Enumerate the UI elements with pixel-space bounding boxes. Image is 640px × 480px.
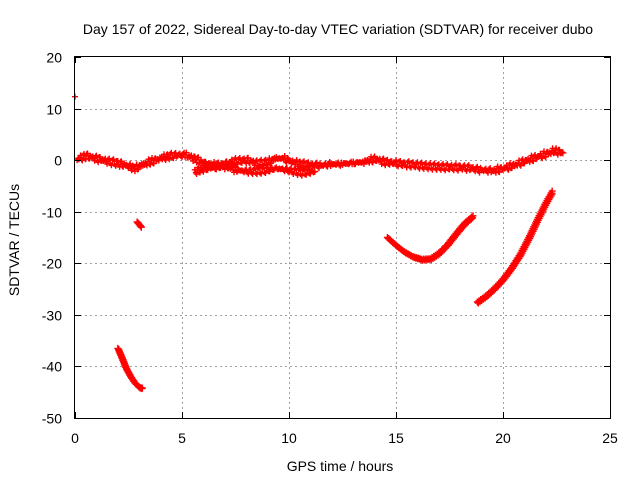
data-point bbox=[310, 169, 317, 176]
y-axis-title: SDTVAR / TECUs bbox=[6, 184, 22, 296]
data-point bbox=[442, 167, 449, 174]
data-point bbox=[301, 158, 307, 165]
data-point bbox=[200, 168, 207, 175]
data-point bbox=[295, 166, 302, 173]
x-tick-label: 15 bbox=[388, 430, 404, 446]
data-point bbox=[548, 187, 556, 195]
x-axis-title: GPS time / hours bbox=[287, 458, 394, 474]
data-layer bbox=[72, 93, 567, 393]
series-main-band bbox=[74, 145, 567, 176]
data-point bbox=[305, 166, 312, 173]
data-point bbox=[109, 157, 116, 164]
data-point bbox=[469, 212, 477, 220]
chart-title: Day 157 of 2022, Sidereal Day-to-day VTE… bbox=[83, 21, 593, 37]
data-point bbox=[431, 160, 438, 167]
data-point bbox=[452, 161, 459, 168]
x-tick-label: 10 bbox=[281, 430, 297, 446]
data-point bbox=[262, 156, 269, 163]
data-point bbox=[305, 159, 312, 166]
data-point bbox=[202, 158, 209, 165]
x-tick-label: 5 bbox=[178, 430, 186, 446]
y-tick-label: 10 bbox=[46, 102, 62, 118]
y-tick-label: -30 bbox=[42, 308, 62, 324]
data-point bbox=[298, 172, 305, 179]
series-arc-mid bbox=[383, 212, 477, 264]
data-point bbox=[369, 158, 375, 165]
y-tick-label: 0 bbox=[54, 153, 62, 169]
data-point bbox=[170, 155, 177, 162]
data-point bbox=[464, 163, 471, 170]
data-point bbox=[418, 159, 425, 166]
data-point bbox=[397, 158, 404, 164]
y-tick-label: -40 bbox=[42, 359, 62, 375]
data-point bbox=[188, 152, 195, 159]
data-point bbox=[313, 159, 320, 166]
data-point bbox=[303, 171, 310, 178]
y-tick-label: 20 bbox=[46, 50, 62, 66]
data-point bbox=[405, 158, 412, 165]
data-point bbox=[266, 168, 273, 175]
tick-layer: 0 5 10 15 20 25 -50 -40 -30 -20 -10 0 10 20 bbox=[42, 50, 618, 447]
data-point bbox=[559, 149, 567, 157]
data-point bbox=[137, 223, 145, 231]
data-point bbox=[443, 162, 450, 169]
data-point bbox=[138, 384, 146, 392]
data-point bbox=[136, 222, 144, 230]
x-tick-label: 20 bbox=[495, 430, 511, 446]
x-tick-label: 25 bbox=[602, 430, 618, 446]
data-point bbox=[143, 162, 150, 169]
series-arc-low bbox=[114, 344, 146, 393]
series-arc-early bbox=[133, 218, 145, 231]
data-point bbox=[213, 166, 220, 173]
y-tick-label: -10 bbox=[42, 205, 62, 221]
data-point bbox=[399, 163, 406, 169]
data-point bbox=[307, 170, 314, 177]
data-point bbox=[219, 162, 226, 169]
y-tick-label: -20 bbox=[42, 256, 62, 272]
data-point bbox=[474, 163, 481, 170]
data-point bbox=[465, 162, 472, 169]
series-lower-branch bbox=[191, 161, 319, 179]
data-point bbox=[110, 156, 117, 163]
data-point bbox=[532, 152, 539, 158]
data-point bbox=[455, 167, 462, 174]
data-point bbox=[517, 161, 523, 168]
data-point bbox=[393, 157, 399, 164]
series-arc-late bbox=[473, 187, 556, 307]
data-point bbox=[262, 170, 269, 176]
data-point bbox=[232, 163, 239, 170]
plot-frame bbox=[74, 56, 611, 419]
data-point bbox=[311, 168, 319, 175]
data-point bbox=[463, 167, 470, 174]
x-tick-label: 0 bbox=[71, 430, 79, 446]
data-point bbox=[112, 162, 119, 169]
data-point bbox=[468, 213, 476, 221]
y-tick-label: -50 bbox=[42, 411, 62, 427]
data-point bbox=[232, 164, 238, 171]
data-point bbox=[135, 166, 142, 173]
data-point bbox=[166, 156, 173, 163]
data-point bbox=[384, 156, 391, 163]
data-point bbox=[221, 166, 228, 173]
